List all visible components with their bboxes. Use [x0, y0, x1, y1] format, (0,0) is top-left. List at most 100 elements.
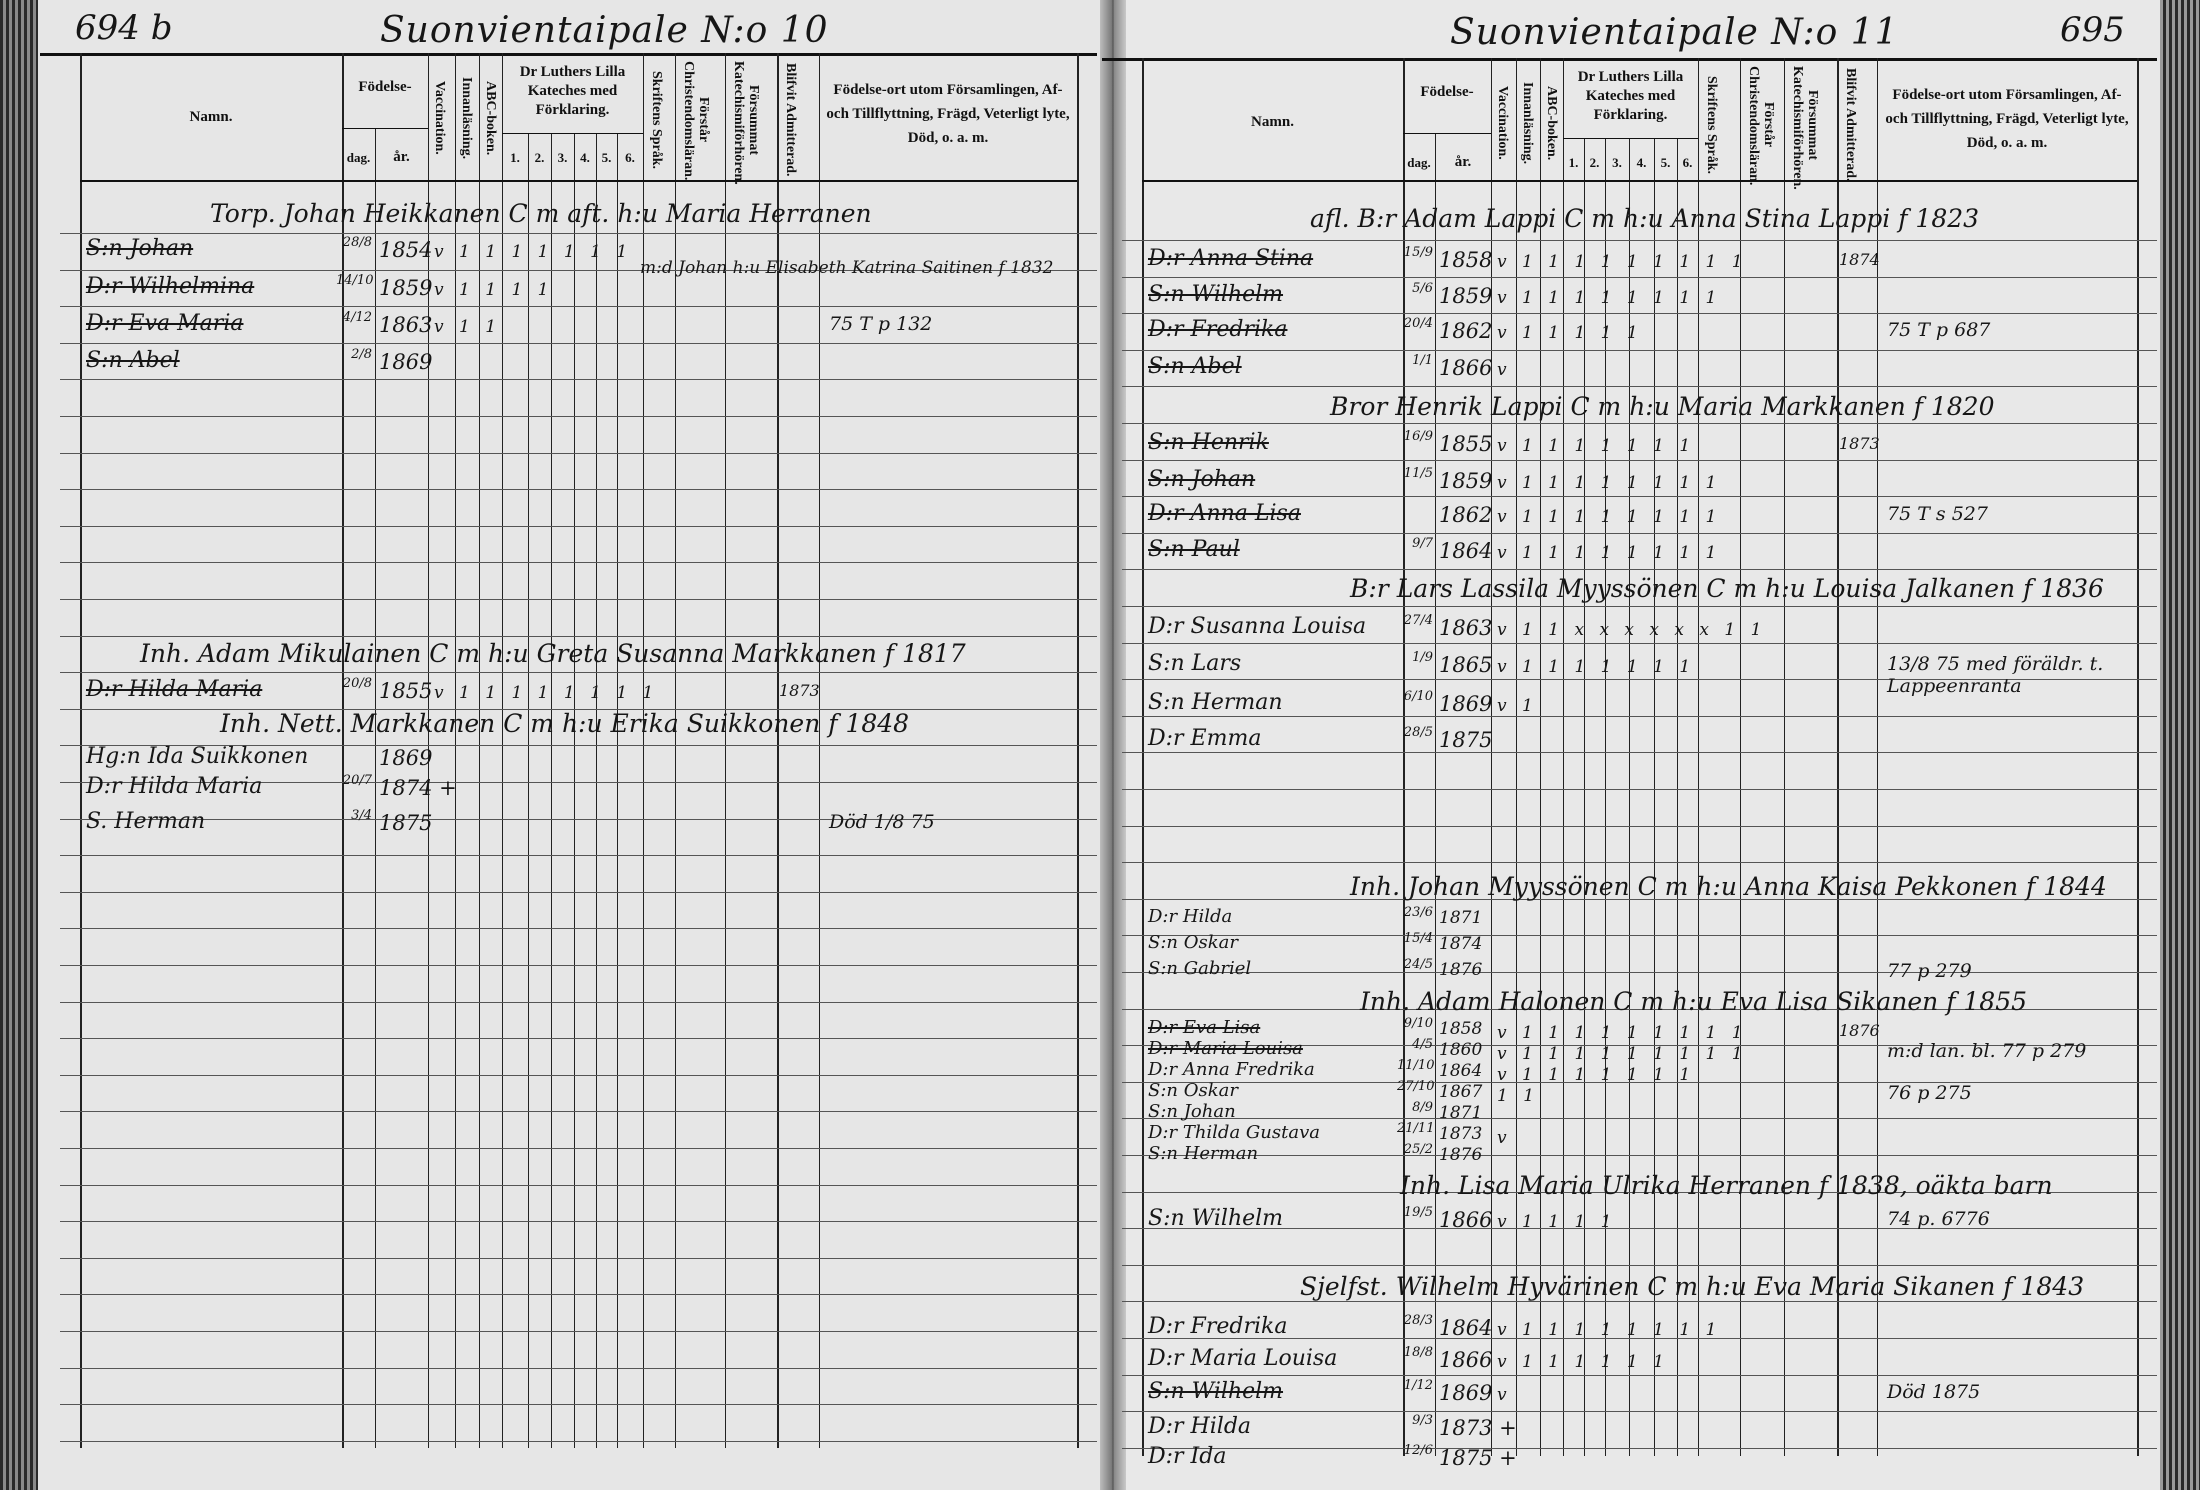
right-column-divider	[1740, 58, 1741, 1456]
right-entry-checkmarks: v 1 1 1 1 1 1 1	[1497, 436, 1696, 456]
right-entry-name: D:r Hilda	[1148, 1414, 1252, 1439]
left-ruled-line	[60, 233, 1097, 234]
left-catechism-subrule	[502, 133, 643, 134]
right-column-divider	[1877, 58, 1878, 1456]
right-entry-birth-year: 1865	[1439, 653, 1493, 677]
left-household-line: Inh. Adam Mikulainen C m h:u Greta Susan…	[140, 639, 966, 668]
book-gutter	[1100, 0, 1126, 1490]
right-entry-birth-year: 1855	[1439, 432, 1493, 456]
right-entry-birth-day: 12/6	[1403, 1443, 1433, 1458]
left-ruled-line	[60, 709, 1097, 710]
right-ruled-line	[1122, 350, 2157, 351]
left-ruled-line	[60, 892, 1097, 893]
right-entry-birth-day: 27/10	[1397, 1079, 1435, 1094]
right-household-line: Inh. Adam Halonen C m h:u Eva Lisa Sikan…	[1360, 987, 2028, 1016]
left-household-line: Torp. Johan Heikkanen C m aft. h:u Maria…	[210, 199, 872, 228]
left-ruled-line	[60, 1368, 1097, 1369]
right-entry-name: S:n Oskar	[1148, 1080, 1238, 1101]
right-entry-birth-day: 28/3	[1403, 1313, 1433, 1328]
right-entry-birth-year: 1874	[1439, 934, 1483, 954]
right-entry-birth-day: 4/5	[1412, 1037, 1433, 1052]
right-header-missed: Försummat Katechismiförhören.	[1790, 66, 1820, 190]
left-ruled-line	[60, 928, 1097, 929]
right-entry-checkmarks: v 1 1 1 1 1	[1497, 323, 1643, 343]
right-entry-birth-day: 9/7	[1412, 536, 1433, 551]
left-ruled-line	[60, 965, 1097, 966]
right-header-catechism-part: 4.	[1636, 155, 1647, 170]
right-ruled-line	[1122, 313, 2157, 314]
left-entry-checkmarks: v 1 1 1 1	[434, 280, 554, 300]
right-column-divider	[1605, 138, 1606, 1456]
left-header-scripture: Skriftens Språk.	[649, 70, 664, 170]
right-entry-name: D:r Emma	[1148, 726, 1262, 751]
left-ruled-line	[60, 1038, 1097, 1039]
right-header-birth-day: dag.	[1407, 155, 1431, 170]
right-entry-birth-day: 11/5	[1403, 466, 1433, 481]
left-ruled-line	[60, 1331, 1097, 1332]
right-column-divider	[1837, 58, 1839, 1456]
right-header-catechism-part: 6.	[1682, 155, 1693, 170]
right-entry-birth-year: 1858	[1439, 1019, 1483, 1039]
left-header-understands: Förstår Christendomsläran.	[681, 61, 711, 181]
right-entry-checkmarks: v 1 1 1 1 1 1	[1497, 1352, 1669, 1372]
left-header-catechism-part: 5.	[601, 150, 612, 165]
right-ruled-line	[1122, 1338, 2157, 1339]
right-entry-birth-year: 1873 +	[1439, 1416, 1517, 1440]
right-ruled-line	[1122, 606, 2157, 607]
left-entry-checkmarks: v 1 1 1 1 1 1 1 1	[434, 683, 659, 703]
right-entry-birth-day: 24/5	[1403, 957, 1433, 972]
right-page	[1122, 0, 2160, 1490]
left-ruled-line	[60, 782, 1097, 783]
left-top-rule	[40, 53, 1097, 56]
right-entry-birth-year: 1875 +	[1439, 1446, 1517, 1470]
left-column-divider	[528, 133, 529, 1448]
right-entry-remark: 74 p. 6776	[1887, 1208, 1990, 1230]
left-header-birth-day: dag.	[346, 150, 371, 165]
left-header-catechism-part: 2.	[534, 150, 545, 165]
right-entry-birth-day: 15/9	[1403, 245, 1433, 260]
right-ruled-line	[1122, 1375, 2157, 1376]
right-entry-birth-year: 1866	[1439, 1348, 1493, 1372]
right-entry-birth-year: 1864	[1439, 1061, 1483, 1081]
left-ruled-line	[60, 1221, 1097, 1222]
left-column-divider	[643, 53, 644, 1448]
left-entry-name: D:r Eva Maria	[86, 311, 244, 336]
right-header-admitted: Blifvit Admitterad.	[1843, 68, 1858, 182]
right-ruled-line	[1122, 423, 2157, 424]
left-entry-remark: 75 T p 132	[829, 313, 933, 335]
right-ruled-line	[1122, 1265, 2157, 1266]
left-ruled-line	[60, 1148, 1097, 1149]
right-column-divider	[1654, 138, 1655, 1456]
right-entry-birth-year: 1860	[1439, 1040, 1483, 1060]
right-entry-birth-year: 1859	[1439, 469, 1493, 493]
left-header-name: Namn.	[189, 109, 233, 125]
left-column-divider	[551, 133, 552, 1448]
right-ruled-line	[1122, 752, 2157, 753]
right-entry-name: S:n Lars	[1148, 651, 1242, 676]
right-column-divider	[1563, 58, 1564, 1456]
right-header-abc: ABC-boken.	[1544, 85, 1559, 161]
right-entry-name: S:n Wilhelm	[1148, 1379, 1284, 1404]
left-ruled-line	[60, 1294, 1097, 1295]
left-ruled-line	[60, 1404, 1097, 1405]
left-column-divider	[375, 128, 376, 1448]
left-entry-birth-year: 1855	[379, 679, 433, 703]
right-entry-birth-year: 1876	[1439, 1145, 1483, 1165]
right-entry-name: S:n Gabriel	[1148, 958, 1252, 979]
left-ruled-line	[60, 416, 1097, 417]
right-header-birth-year: år.	[1454, 154, 1472, 170]
left-entry-name: S:n Johan	[86, 236, 194, 261]
right-column-divider	[1540, 58, 1541, 1456]
right-header-bottom	[1142, 180, 2137, 182]
left-entry-name: S:n Abel	[86, 348, 180, 373]
right-household-line: Inh. Lisa Maria Ulrika Herranen f 1838, …	[1400, 1171, 2053, 1200]
right-entry-name: D:r Ida	[1148, 1444, 1227, 1469]
right-entry-birth-day: 9/10	[1403, 1016, 1433, 1031]
right-header-catechism-part: 5.	[1660, 155, 1671, 170]
right-household-line: afl. B:r Adam Lappi C m h:u Anna Stina L…	[1310, 204, 1980, 233]
right-column-divider	[1403, 58, 1405, 1456]
right-entry-checkmarks: 1 1	[1497, 1086, 1540, 1106]
left-border-right	[1077, 53, 1079, 1448]
right-entry-name: D:r Thilda Gustava	[1148, 1122, 1320, 1143]
left-header-catechism: Dr Luthers Lilla Kateches med Förklaring…	[519, 64, 626, 118]
